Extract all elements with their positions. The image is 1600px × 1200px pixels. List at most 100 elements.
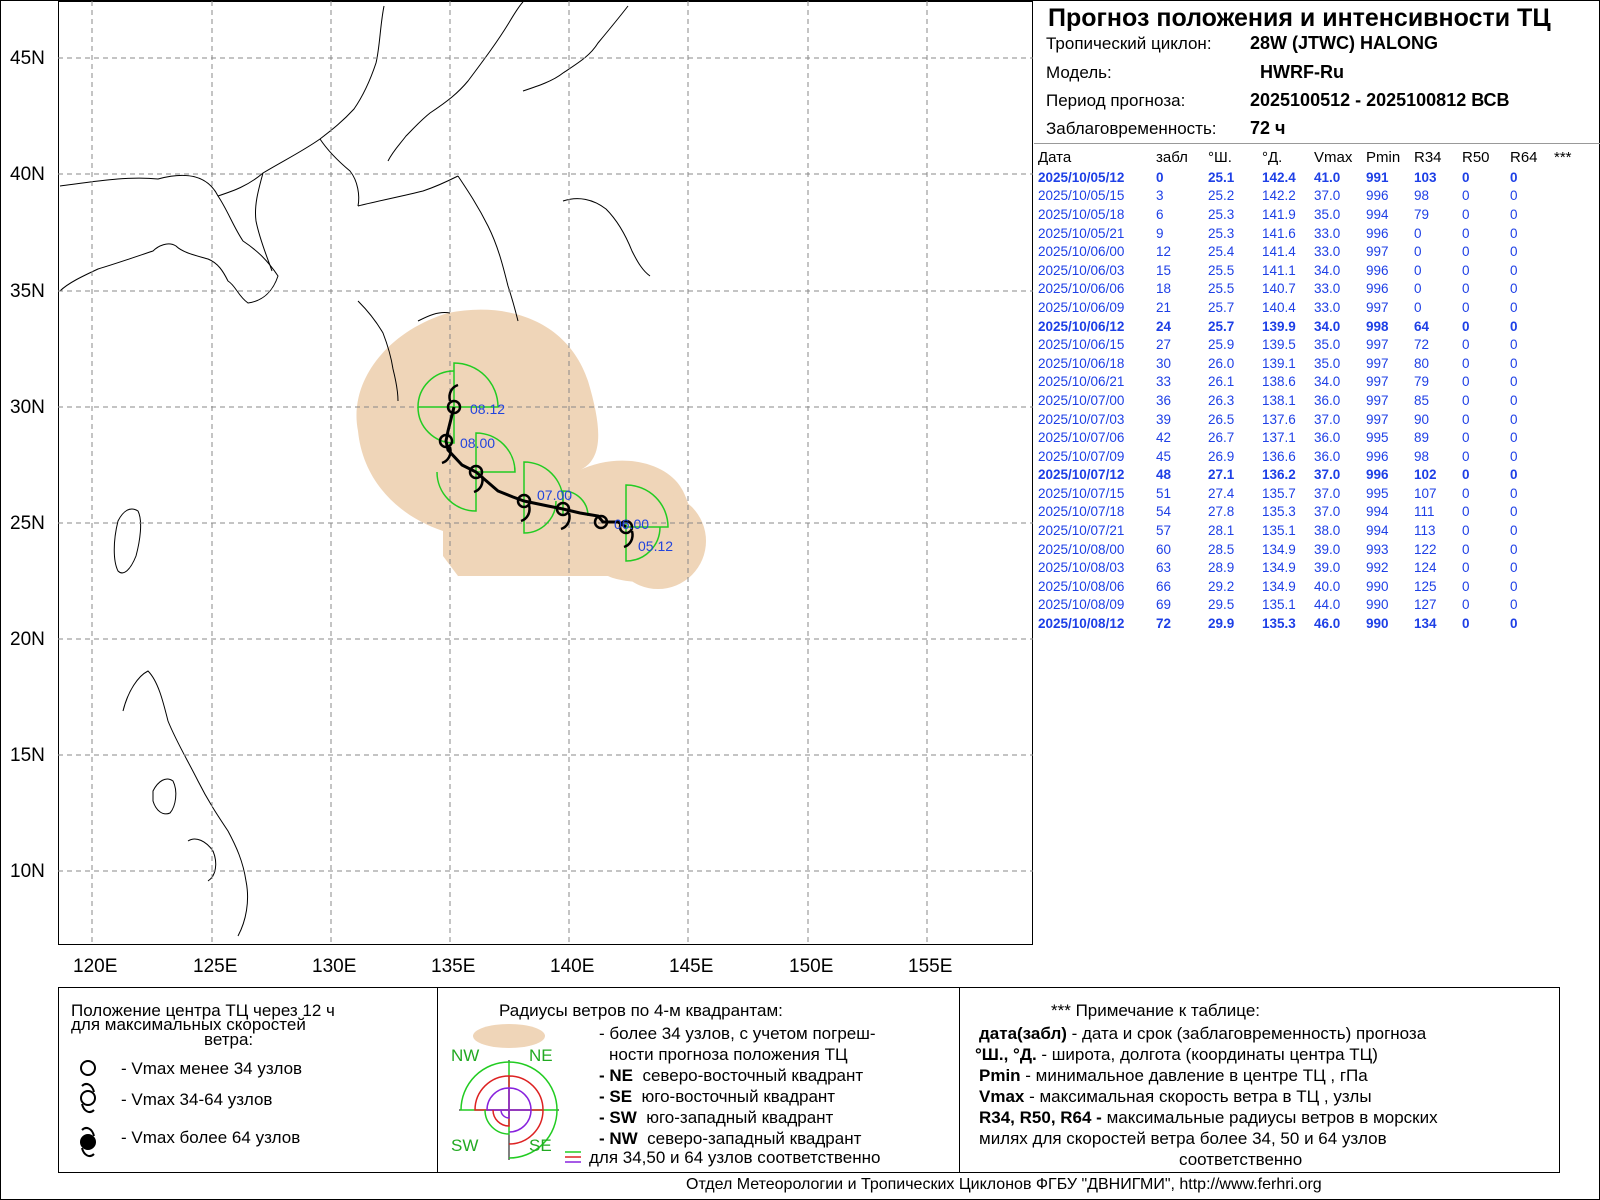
table-cell: 0 bbox=[1510, 523, 1518, 539]
table-cell: 2025/10/07/00 bbox=[1038, 392, 1125, 408]
radii-color-key bbox=[565, 1151, 581, 1163]
model-key: Модель: bbox=[1046, 63, 1112, 82]
legend-text: для 34,50 и 64 узлов соответственно bbox=[589, 1148, 881, 1167]
legend: Положение центра ТЦ через 12 ч для макси… bbox=[58, 987, 1560, 1173]
note-row: Vmax - максимальная скорость ветра в ТЦ … bbox=[979, 1087, 1372, 1106]
time-label: 07.00 bbox=[537, 487, 573, 503]
table-cell: 38.0 bbox=[1314, 523, 1341, 539]
table-cell: 0 bbox=[1510, 169, 1518, 185]
table-cell: 33.0 bbox=[1314, 299, 1341, 315]
table-row: 2025/10/07/15 51 27.4 135.7 37.0 995 107 0 0 bbox=[1038, 484, 1598, 503]
table-cell: 0 bbox=[1510, 374, 1518, 390]
table-cell: 0 bbox=[1462, 485, 1470, 501]
table-header-cell: Дата bbox=[1038, 148, 1072, 166]
table-cell: 0 bbox=[1462, 578, 1470, 594]
table-cell: 135.3 bbox=[1262, 616, 1296, 632]
table-cell: 51 bbox=[1156, 485, 1172, 501]
map-panel: 08.12 08.00 07.00 06.00 05.12 bbox=[58, 1, 1033, 945]
lon-label: 145E bbox=[669, 956, 714, 977]
table-cell: 46.0 bbox=[1314, 616, 1341, 632]
table-row: 2025/10/07/21 57 28.1 135.1 38.0 994 113 0 0 bbox=[1038, 521, 1598, 540]
table-row: 2025/10/05/15 3 25.2 142.2 37.0 996 98 0 0 bbox=[1038, 187, 1598, 206]
table-cell: 2025/10/07/03 bbox=[1038, 411, 1125, 427]
footer: Отдел Метеорологии и Тропических Циклоно… bbox=[686, 1176, 1322, 1193]
table-cell: 997 bbox=[1366, 244, 1389, 260]
table-row: 2025/10/05/12 0 25.1 142.4 41.0 991 103 0 0 bbox=[1038, 168, 1598, 187]
uncertainty-area bbox=[356, 309, 706, 589]
note-title: *** Примечание к таблице: bbox=[1051, 1001, 1261, 1020]
lat-label: 40N bbox=[10, 164, 45, 185]
table-cell: 0 bbox=[1462, 392, 1470, 408]
table-header-cell: Vmax bbox=[1314, 148, 1353, 166]
quadrant-diagram bbox=[459, 1024, 559, 1160]
table-cell: 0 bbox=[1462, 448, 1470, 464]
table-cell: 991 bbox=[1366, 169, 1389, 185]
table-cell: 2025/10/05/12 bbox=[1038, 169, 1125, 185]
quadrant-sw: SW bbox=[451, 1136, 479, 1155]
table-cell: 37.0 bbox=[1314, 467, 1341, 483]
lon-label: 130E bbox=[312, 956, 357, 977]
table-cell: 25.7 bbox=[1208, 318, 1235, 334]
note-row: °Ш., °Д. - широта, долгота (координаты ц… bbox=[975, 1045, 1378, 1064]
table-cell: 136.2 bbox=[1262, 467, 1296, 483]
table-cell: 996 bbox=[1366, 281, 1389, 297]
info-panel: Прогноз положения и интенсивности ТЦ Тро… bbox=[1034, 0, 1600, 945]
table-cell: 139.5 bbox=[1262, 337, 1296, 353]
lon-label: 140E bbox=[550, 956, 595, 977]
table-cell: 2025/10/06/00 bbox=[1038, 244, 1125, 260]
table-cell: 0 bbox=[1414, 262, 1422, 278]
legend-row: - NE северо-восточный квадрант bbox=[599, 1066, 864, 1085]
table-cell: 0 bbox=[1510, 318, 1518, 334]
time-label: 08.12 bbox=[470, 401, 506, 417]
table-cell: 33.0 bbox=[1314, 281, 1341, 297]
table-cell: 135.1 bbox=[1262, 523, 1296, 539]
table-cell: 0 bbox=[1414, 225, 1422, 241]
table-cell: 0 bbox=[1510, 504, 1518, 520]
table-cell: 997 bbox=[1366, 355, 1389, 371]
table-cell: 2025/10/06/21 bbox=[1038, 374, 1125, 390]
lat-label: 15N bbox=[10, 745, 45, 766]
table-cell: 0 bbox=[1510, 448, 1518, 464]
table-header-cell: Pmin bbox=[1366, 148, 1401, 166]
table-cell: 111 bbox=[1414, 504, 1435, 520]
table-cell: 137.6 bbox=[1262, 411, 1296, 427]
table-cell: 996 bbox=[1366, 448, 1389, 464]
table-cell: 990 bbox=[1366, 616, 1389, 632]
table-body: 2025/10/05/12 0 25.1 142.4 41.0 991 103 0 0 2025/… bbox=[1038, 168, 1598, 633]
table-cell: 85 bbox=[1414, 392, 1430, 408]
table-cell: 135.1 bbox=[1262, 597, 1296, 613]
table-cell: 34.0 bbox=[1314, 318, 1341, 334]
table-cell: 41.0 bbox=[1314, 169, 1341, 185]
table-header-cell: забл bbox=[1156, 148, 1188, 166]
table-cell: 102 bbox=[1414, 467, 1437, 483]
table-cell: 124 bbox=[1414, 560, 1437, 576]
table-cell: 36.0 bbox=[1314, 392, 1341, 408]
table-cell: 0 bbox=[1462, 206, 1470, 222]
legend-text: Радиусы ветров по 4-м квадрантам: bbox=[499, 1001, 783, 1020]
legend-position: Положение центра ТЦ через 12 ч для макси… bbox=[59, 988, 429, 1172]
lat-label: 45N bbox=[10, 48, 45, 69]
table-header-cell: *** bbox=[1554, 148, 1572, 166]
table-cell: 996 bbox=[1366, 188, 1389, 204]
model-value: HWRF-Ru bbox=[1260, 62, 1344, 82]
table-cell: 48 bbox=[1156, 467, 1172, 483]
quadrant-ne: NE bbox=[529, 1046, 553, 1065]
table-cell: 2025/10/07/06 bbox=[1038, 430, 1125, 446]
table-cell: 990 bbox=[1366, 597, 1389, 613]
table-cell: 63 bbox=[1156, 560, 1172, 576]
table-cell: 25.9 bbox=[1208, 337, 1235, 353]
table-cell: 997 bbox=[1366, 299, 1389, 315]
table-cell: 0 bbox=[1510, 225, 1518, 241]
table-cell: 0 bbox=[1510, 485, 1518, 501]
table-header-cell: R50 bbox=[1462, 148, 1490, 166]
table-cell: 28.5 bbox=[1208, 541, 1235, 557]
table-row: 2025/10/06/03 15 25.5 141.1 34.0 996 0 0 0 bbox=[1038, 261, 1598, 280]
table-cell: 72 bbox=[1156, 616, 1172, 632]
table-cell: 996 bbox=[1366, 467, 1389, 483]
note-row: дата(забл) - дата и срок (заблаговременн… bbox=[979, 1024, 1427, 1043]
marker-icons bbox=[80, 1060, 96, 1157]
table-header-cell: R64 bbox=[1510, 148, 1538, 166]
table-cell: 134.9 bbox=[1262, 560, 1296, 576]
table-cell: 0 bbox=[1462, 597, 1470, 613]
table-header: Дата забл °Ш. °Д. Vmax Pmin R34 R50 R64 *** bbox=[1038, 146, 1598, 168]
